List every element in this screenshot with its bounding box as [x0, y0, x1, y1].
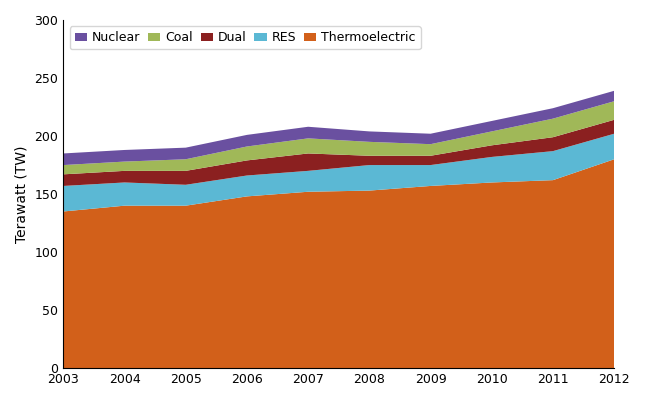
Y-axis label: Terawatt (TW): Terawatt (TW): [15, 145, 29, 243]
Legend: Nuclear, Coal, Dual, RES, Thermoelectric: Nuclear, Coal, Dual, RES, Thermoelectric: [70, 26, 421, 49]
